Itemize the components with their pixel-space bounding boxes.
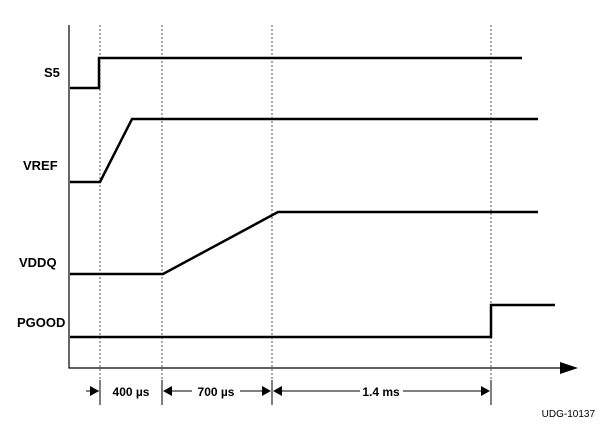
interval-700us: 700 µs — [198, 385, 235, 399]
time-axis — [68, 25, 560, 369]
arrow-right-icon — [481, 386, 490, 396]
vddq-waveform — [70, 210, 538, 276]
s5-label: S5 — [44, 65, 60, 80]
time-markers — [99, 25, 492, 405]
pgood-label: PGOOD — [17, 315, 65, 330]
arrow-left-icon — [273, 386, 282, 396]
arrow-right-icon — [90, 386, 99, 396]
arrow-right-icon — [262, 386, 271, 396]
interval-400us: 400 µs — [113, 385, 150, 399]
pgood-waveform — [70, 303, 555, 339]
vref-waveform — [70, 117, 538, 184]
arrow-left-icon — [163, 386, 172, 396]
figure-id: UDG-10137 — [542, 409, 596, 420]
interval-dimensions: 400 µs 700 µs 1.4 ms — [86, 380, 492, 405]
s5-waveform — [70, 56, 522, 90]
vddq-label: VDDQ — [19, 255, 57, 270]
vref-label: VREF — [23, 158, 58, 173]
interval-1-4ms: 1.4 ms — [362, 385, 400, 399]
time-axis-arrowhead — [560, 362, 578, 374]
